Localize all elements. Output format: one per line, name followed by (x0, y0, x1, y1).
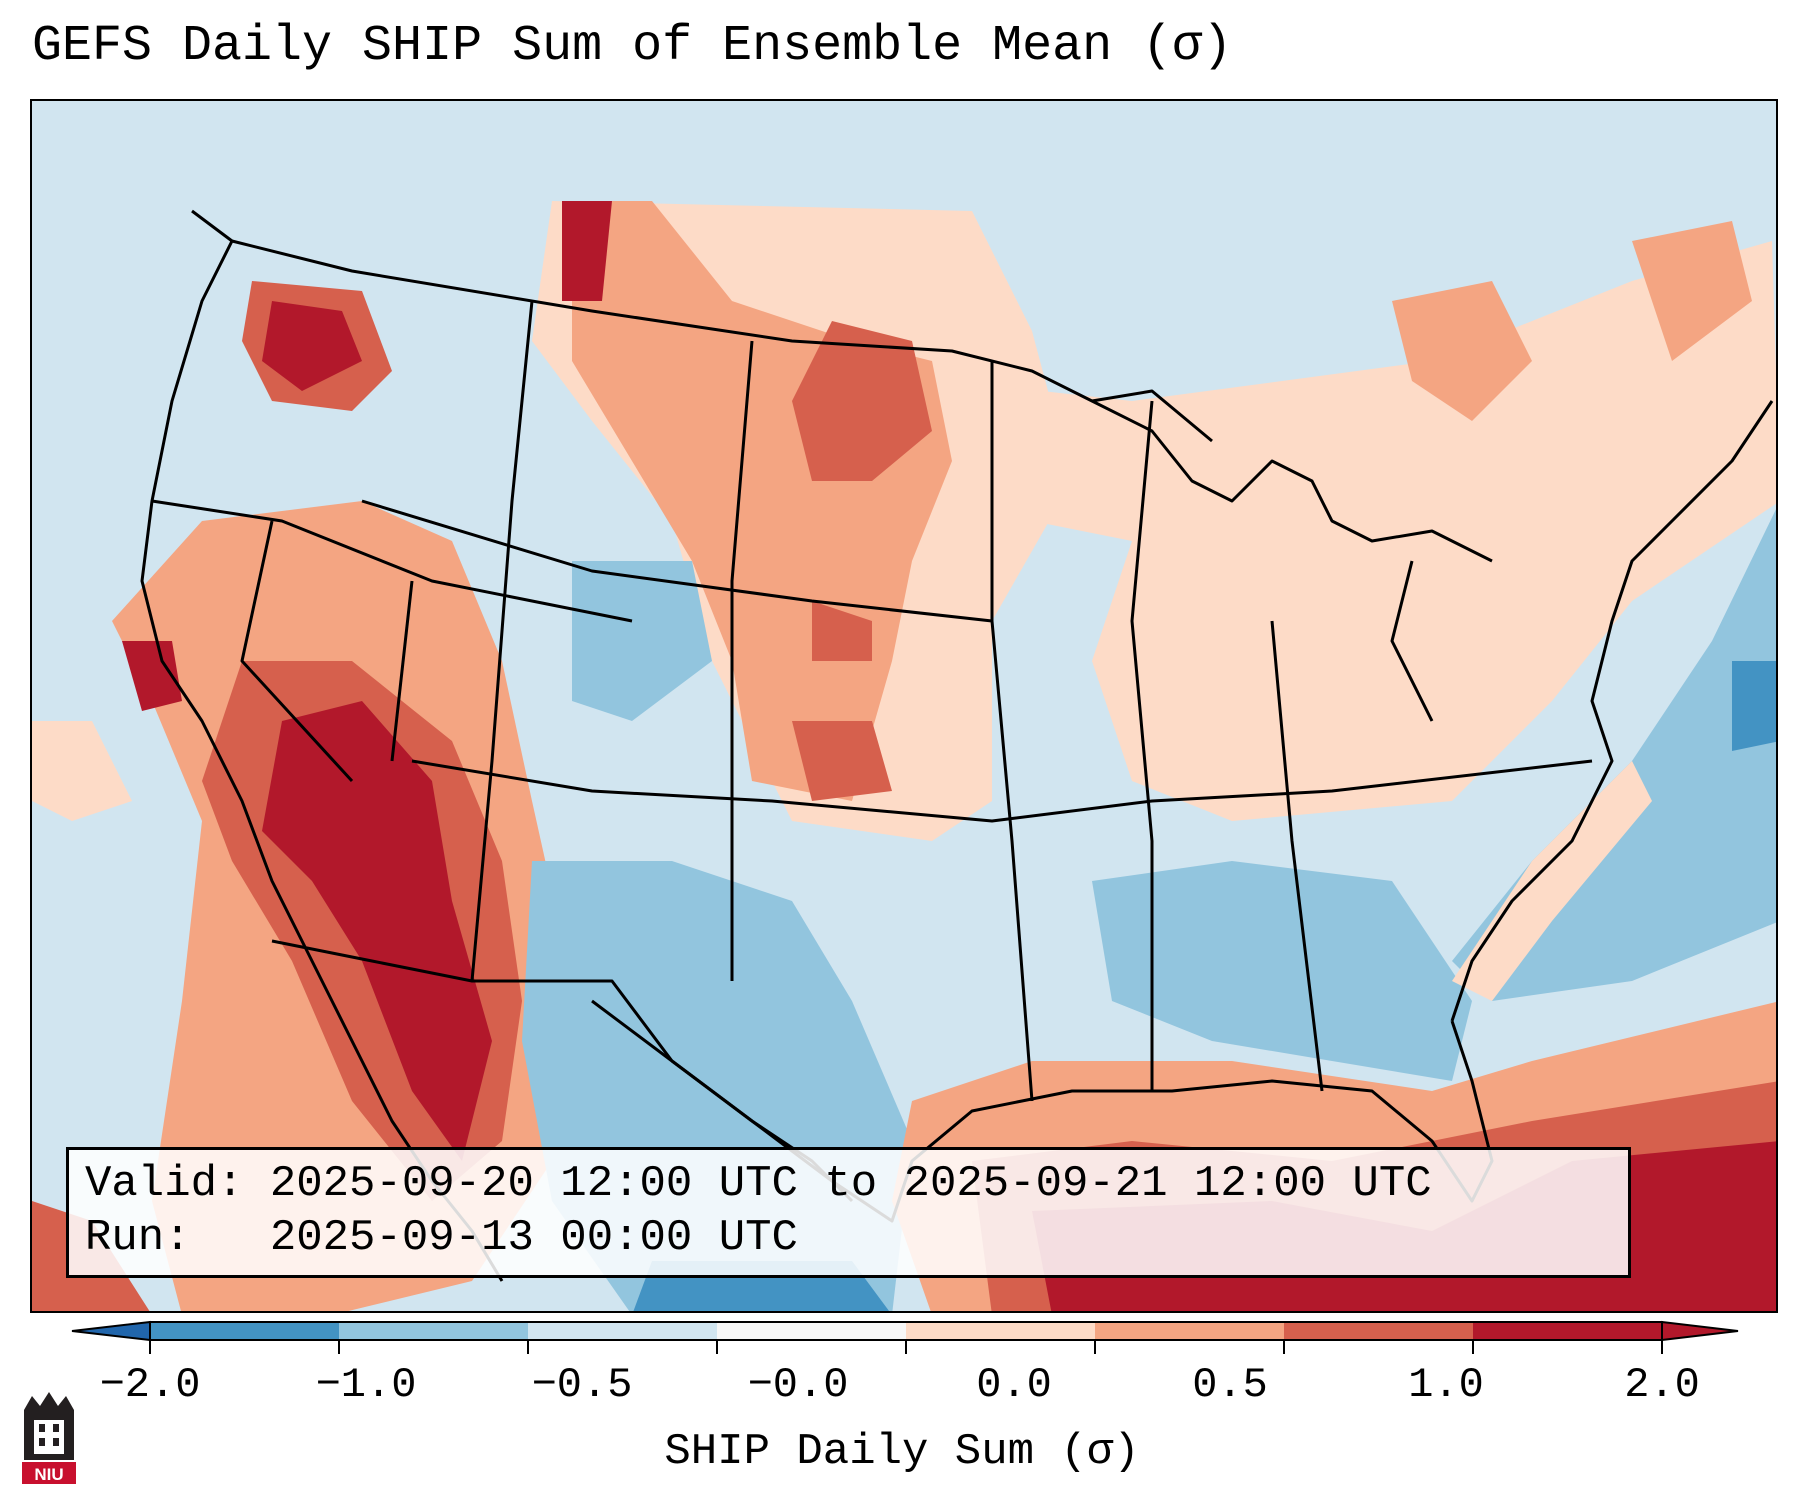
colorbar-extend-high (1661, 1320, 1739, 1342)
niu-logo: NIU (22, 1392, 76, 1484)
colorbar-tick-label: 0.0 (976, 1361, 1052, 1409)
colorbar-bin (1095, 1322, 1285, 1340)
colorbar-bin (150, 1322, 340, 1340)
run-label: Run: (85, 1213, 191, 1263)
anomaly-montana-max (562, 201, 612, 301)
anomaly-midwest (952, 241, 1776, 821)
valid-line: Valid: 2025-09-20 12:00 UTC to 2025-09-2… (85, 1162, 1432, 1206)
chart-title: GEFS Daily SHIP Sum of Ensemble Mean (σ) (32, 18, 1233, 75)
niu-logo-text: NIU (34, 1465, 63, 1484)
colorbar-bin (1284, 1322, 1474, 1340)
anomaly-northeast (1392, 221, 1752, 421)
colorbar (71, 1320, 1739, 1354)
colorbar-label: SHIP Daily Sum (σ) (664, 1427, 1140, 1477)
map-canvas (32, 101, 1776, 1311)
anomaly-southeast-negative (1092, 861, 1472, 1081)
anomaly-west-pacific (32, 721, 132, 821)
colorbar-bin (1473, 1322, 1663, 1340)
anomaly-southwest-max (262, 701, 492, 1161)
run-line: Run: 2025-09-13 00:00 UTC (85, 1216, 798, 1260)
anomaly-plains-strong (792, 321, 932, 801)
colorbar-bin (906, 1322, 1096, 1340)
anomaly-colorado-negative (572, 561, 712, 721)
anomaly-pacific-nw-max (262, 301, 362, 391)
anomaly-atlantic-strong-negative (1732, 661, 1776, 751)
state-line-11 (1390, 560, 1434, 722)
state-line-2 (151, 499, 633, 623)
colorbar-tick-label: 1.0 (1408, 1361, 1484, 1409)
colorbar-tick-label: 0.5 (1192, 1361, 1268, 1409)
state-line-7 (1130, 400, 1154, 1091)
west-coastline (140, 209, 504, 1282)
state-line-3 (411, 759, 1593, 823)
state-line-4 (470, 300, 534, 982)
state-line-8 (1270, 620, 1324, 1092)
state-line-6 (990, 361, 1034, 1102)
valid-label: Valid: (85, 1159, 244, 1209)
colorbar-tick-label: −0.0 (747, 1361, 849, 1409)
state-line-10 (390, 580, 414, 762)
great-lakes-outline (1091, 399, 1493, 563)
us-canada-border (231, 239, 1213, 443)
colorbar-extend-low (71, 1320, 151, 1342)
state-line-5 (730, 340, 754, 981)
colorbar-tick-label: 2.0 (1624, 1361, 1700, 1409)
colorbar-bin (717, 1322, 907, 1340)
colorbar-bin (339, 1322, 529, 1340)
anomaly-california-coast (122, 641, 182, 711)
state-line-9 (240, 520, 354, 783)
colorbar-tick-label: −2.0 (99, 1361, 201, 1409)
colorbar-tick-label: −1.0 (315, 1361, 417, 1409)
map-panel (30, 99, 1778, 1313)
run-value: 2025-09-13 00:00 UTC (269, 1213, 798, 1263)
anomaly-atlantic-coast (1452, 761, 1652, 1001)
info-box: Valid: 2025-09-20 12:00 UTC to 2025-09-2… (66, 1147, 1631, 1278)
colorbar-bin (528, 1322, 718, 1340)
colorbar-tick-label: −0.5 (531, 1361, 633, 1409)
state-line-1 (361, 499, 993, 623)
atlantic-coastline (1450, 400, 1774, 1022)
valid-value: 2025-09-20 12:00 UTC to 2025-09-21 12:00… (269, 1159, 1432, 1209)
